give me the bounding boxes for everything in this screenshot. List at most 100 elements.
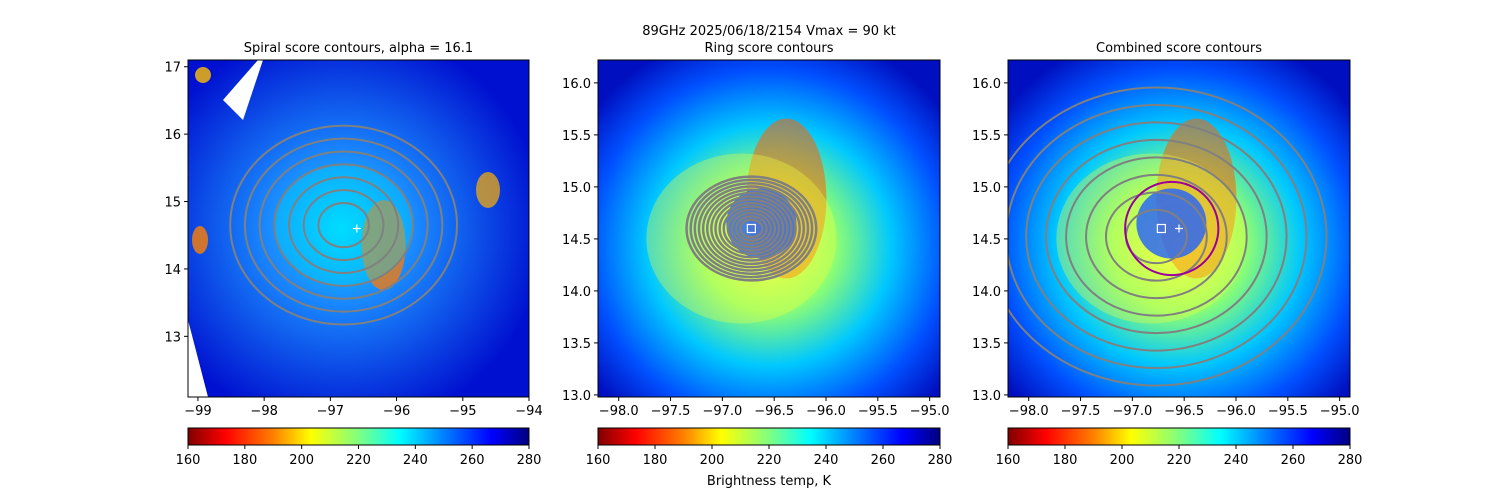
contour-level [1045,138,1268,335]
heatmap-image [598,60,940,397]
y-tick-label: 14.5 [562,233,591,248]
colorbar [187,427,530,446]
x-tick-label: −95.0 [910,404,950,419]
colorbar-tick-label: 220 [346,453,371,468]
panel-2: Ring score contours−98.0 −97.5 −97.0 −96.5−… [562,41,952,468]
x-tick-label: −95.5 [858,404,898,419]
contour-level [1065,156,1248,317]
contour-level [317,202,370,249]
colorbar-tick-label: 220 [757,453,782,468]
colorbar-tick-label: 160 [176,453,201,468]
panel-1: Spiral score contours, alpha = 16.1 −99 −9… [164,41,542,468]
score-contours [685,175,818,282]
colorbar-tick-label: 260 [460,453,485,468]
y-tick-label: 13 [164,330,181,345]
y-tick-label: 14.5 [972,233,1001,248]
panel-title: Combined score contours [1096,41,1262,56]
colorbar-tick-label: 200 [1110,453,1135,468]
contour-level [1104,191,1208,282]
contour-level [302,189,385,262]
contour-level [705,191,797,266]
x-tick-label: −96 [383,404,410,419]
colorbar [597,427,941,446]
x-tick-label: −95 [449,404,476,419]
contour-level [689,178,814,279]
y-tick-label: 13.5 [562,337,591,352]
contour-level [243,137,444,313]
colorbar-tick-label: 280 [517,453,542,468]
colorbar-tick-label: 200 [700,453,725,468]
contour-level [710,195,793,262]
contour-level [726,208,777,249]
y-tick-label: 16 [164,128,181,143]
x-tick-label: −97 [317,404,344,419]
contour-level [273,163,414,287]
y-tick-label: 13.0 [972,389,1001,404]
y-tick-label: 14.0 [562,285,591,300]
ring-fit-circle [1124,180,1220,277]
panel-title: Spiral score contours, alpha = 16.1 [244,41,473,56]
contour-level [734,215,768,242]
panel-title: Ring score contours [704,41,833,56]
colorbar-tick-label: 220 [1167,453,1192,468]
y-tick-label: 13.0 [562,389,591,404]
colorbar-tick-label: 280 [928,453,953,468]
contour-level [730,211,772,246]
contour-level [1085,173,1228,300]
x-tick-label: −95.0 [1320,404,1360,419]
contour-level [693,181,810,276]
x-tick-label: −97.0 [1112,404,1152,419]
x-tick-label: −97.5 [1061,404,1101,419]
score-contours [229,124,459,326]
contour-level [722,205,781,252]
axes-frame [597,59,941,398]
y-tick-label: 17 [164,61,181,76]
suptitle: 89GHz 2025/06/18/2154 Vmax = 90 kt [642,24,896,39]
colorbar-tick-label: 240 [403,453,428,468]
x-tick-label: −96.5 [1164,404,1204,419]
x-tick-label: −97.5 [651,404,691,419]
center-square-marker [1156,223,1166,234]
colorbar-tick-label: 240 [1224,453,1249,468]
y-tick-label: 14 [164,263,181,278]
contour-level [1025,121,1288,352]
axes-frame [187,59,530,398]
center-plus-marker [352,224,361,233]
x-tick-label: −96.5 [754,404,794,419]
x-tick-label: −96.0 [1216,404,1256,419]
colorbar-tick-label: 240 [814,453,839,468]
colorbar-tick-label: 160 [586,453,611,468]
score-contours [1008,86,1328,387]
contour-level [701,188,801,269]
colorbar-tick-label: 260 [871,453,896,468]
x-tick-label: −99 [184,404,211,419]
colorbar-tick-label: 280 [1338,453,1363,468]
contour-level [685,175,818,282]
x-tick-label: −97.0 [702,404,742,419]
y-tick-label: 16.0 [972,77,1001,92]
colorbar [1007,427,1351,446]
y-tick-label: 15 [164,196,181,211]
x-tick-label: −96.0 [806,404,846,419]
contour-level [1008,103,1308,370]
panel-3: Combined score contours −98.0 −97.5 −97.0 −9… [972,41,1362,468]
y-tick-label: 15.0 [972,181,1001,196]
x-tick-label: −98.0 [1009,404,1049,419]
colorbar-tick-label: 260 [1281,453,1306,468]
y-tick-label: 15.0 [562,181,591,196]
contour-level [258,150,429,300]
colorbar-tick-label: 180 [643,453,668,468]
x-tick-label: −94 [515,404,542,419]
y-tick-label: 13.5 [972,337,1001,352]
axes-frame [1007,59,1351,398]
contour-level [697,185,806,272]
y-tick-label: 15.5 [972,129,1001,144]
contour-level [1008,86,1328,387]
x-tick-label: −95.5 [1268,404,1308,419]
contour-level [714,198,789,259]
colorbar-tick-label: 160 [996,453,1021,468]
colorbar-tick-label: 200 [289,453,314,468]
y-tick-label: 14.0 [972,285,1001,300]
y-tick-label: 16.0 [562,77,591,92]
